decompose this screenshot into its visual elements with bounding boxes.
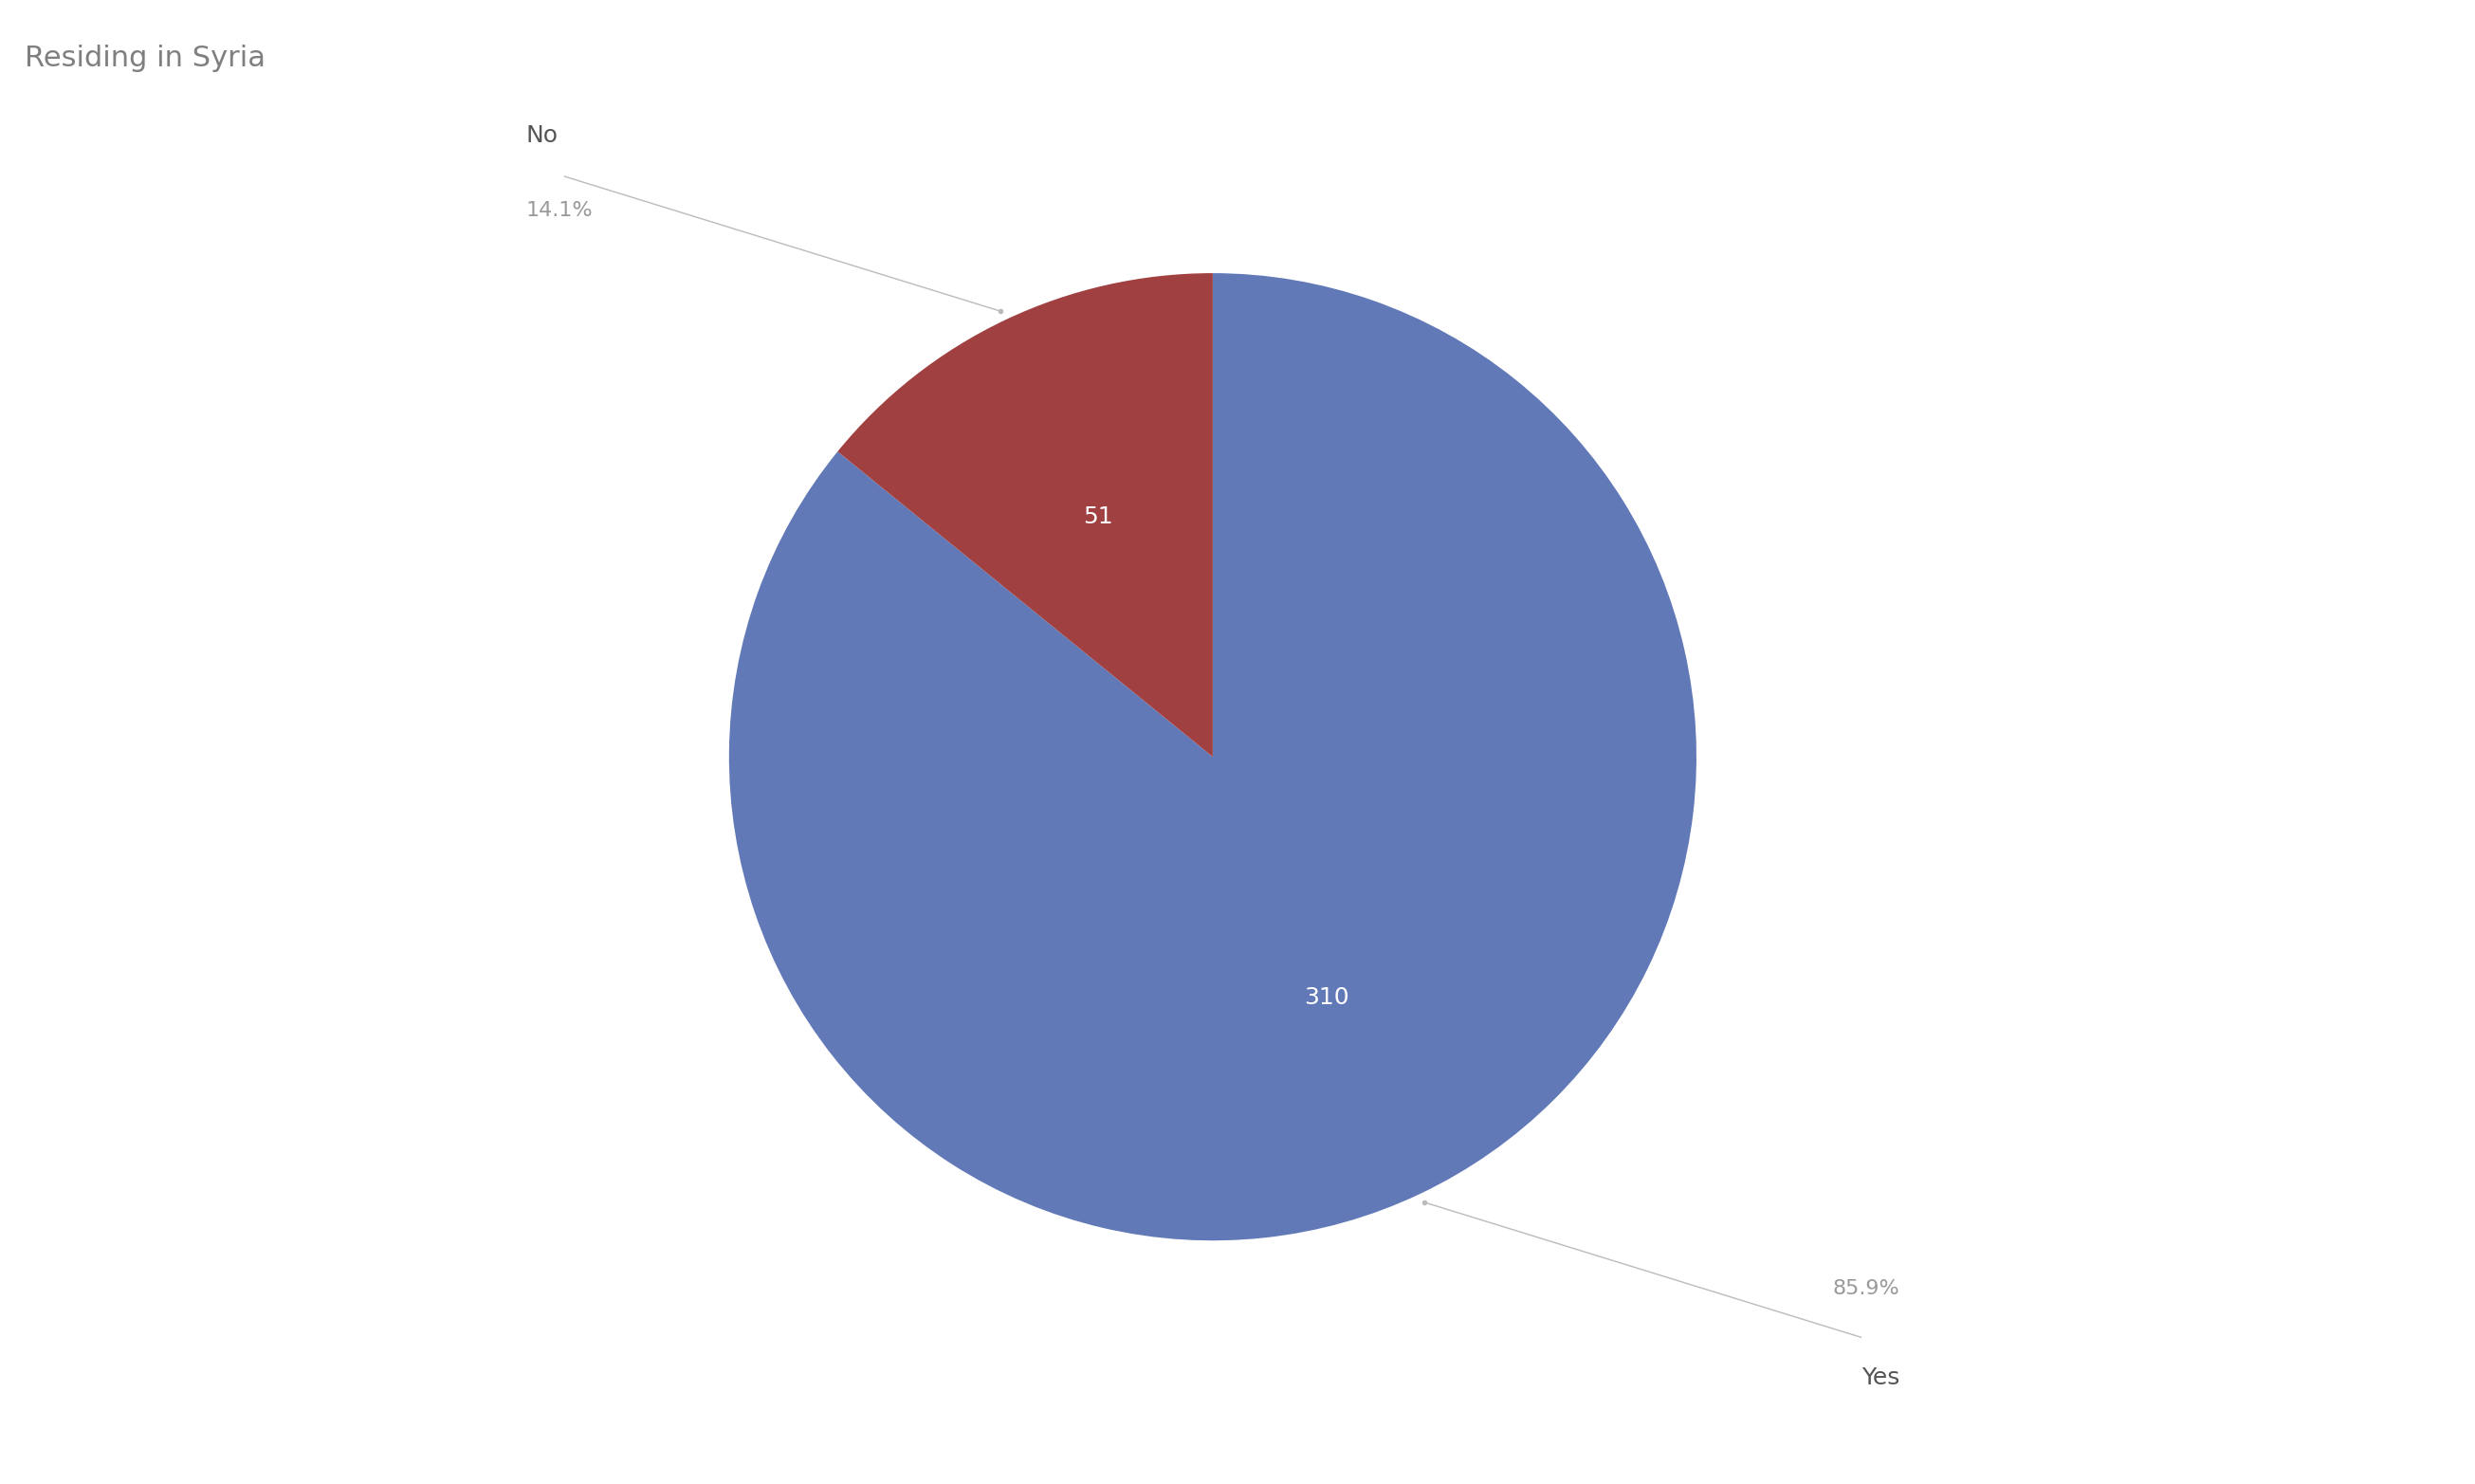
Text: 14.1%: 14.1% (525, 200, 594, 220)
Text: 51: 51 (1084, 505, 1114, 528)
Text: No: No (525, 125, 559, 147)
Text: Yes: Yes (1861, 1367, 1901, 1389)
Wedge shape (730, 273, 1695, 1241)
Text: Residing in Syria: Residing in Syria (25, 45, 265, 73)
Text: 310: 310 (1304, 985, 1349, 1009)
Text: 85.9%: 85.9% (1831, 1279, 1901, 1298)
Wedge shape (837, 273, 1213, 757)
